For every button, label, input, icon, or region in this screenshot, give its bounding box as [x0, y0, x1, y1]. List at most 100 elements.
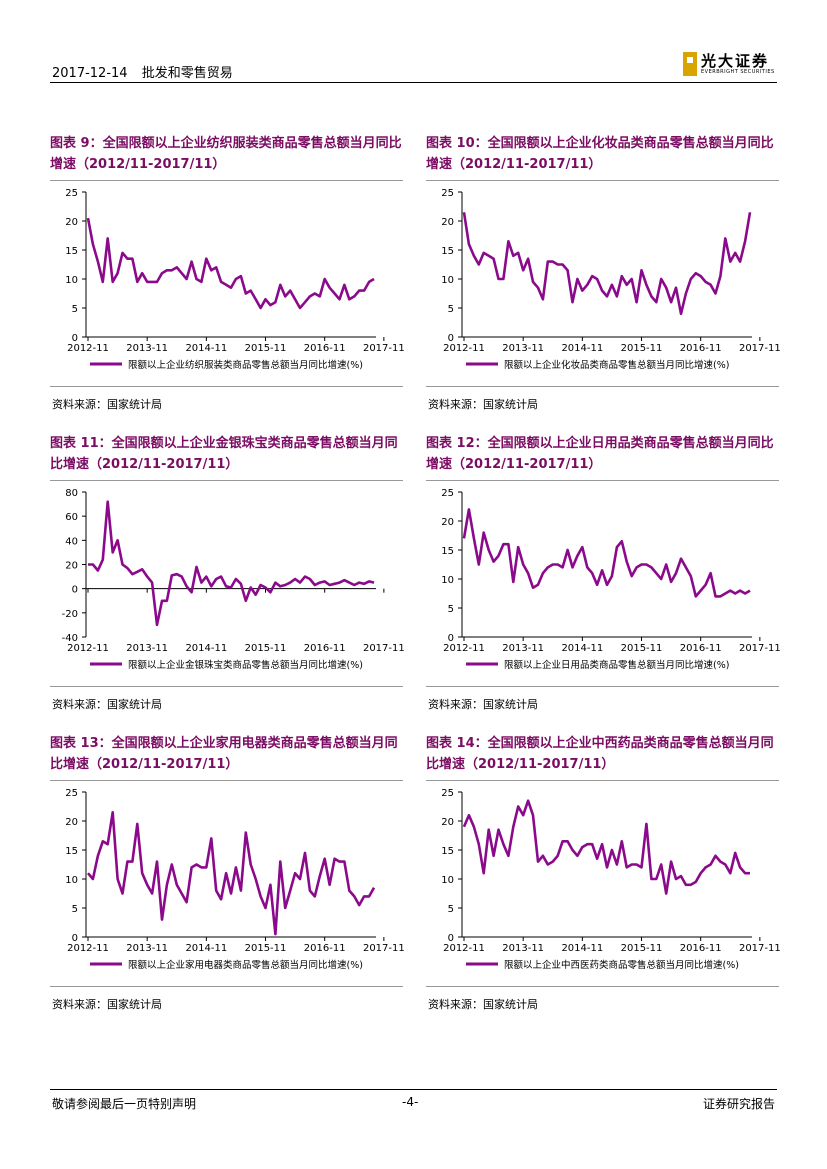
x-tick-label: 2013-11 [126, 643, 168, 654]
footer-report-type: 证券研究报告 [702, 1097, 775, 1111]
chart-bottom-rule [426, 686, 779, 687]
y-tick-label: 15 [441, 246, 454, 257]
legend-label: 限额以上企业金银珠宝类商品零售总额当月同比增速(%) [128, 659, 363, 671]
chart-top-rule [50, 480, 403, 481]
logo-cn: 光大证券 [701, 52, 770, 70]
source-note: 资料来源：国家统计局 [52, 698, 162, 711]
x-tick-label: 2014-11 [185, 943, 227, 954]
x-tick-label: 2015-11 [621, 343, 663, 354]
chart-title: 图表 12：全国限额以上企业日用品类商品零售总额当月同比增速（2012/11-2… [426, 436, 774, 472]
y-tick-label: 15 [65, 246, 78, 257]
x-tick-label: 2015-11 [245, 343, 287, 354]
footer-divider [50, 1089, 777, 1090]
x-tick-label: 2013-11 [126, 943, 168, 954]
series-line [88, 500, 375, 627]
header-divider [50, 82, 777, 83]
y-tick-label: 25 [65, 788, 78, 799]
chart-top-rule [426, 780, 779, 781]
x-tick-label: 2017-11 [739, 943, 781, 954]
report-header: 2017-12-14 批发和零售贸易 [52, 62, 243, 81]
y-tick-label: 10 [441, 575, 454, 586]
page-number: -4- [402, 1095, 419, 1109]
chart-panel-10: 图表 10：全国限额以上企业化妆品类商品零售总额当月同比增速（2012/11-2… [426, 133, 781, 413]
y-tick-label: 5 [448, 304, 454, 315]
chart-title: 图表 14：全国限额以上企业中西药品类商品零售总额当月同比增速（2012/11-… [426, 736, 774, 772]
x-tick-label: 2015-11 [621, 943, 663, 954]
x-tick-label: 2014-11 [561, 343, 603, 354]
y-tick-label: -40 [62, 633, 78, 644]
x-tick-label: 2016-11 [304, 943, 346, 954]
y-tick-label: 15 [65, 846, 78, 857]
chart-title: 图表 13：全国限额以上企业家用电器类商品零售总额当月同比增速（2012/11-… [50, 736, 398, 772]
chart-title: 图表 11：全国限额以上企业金银珠宝类商品零售总额当月同比增速（2012/11-… [50, 436, 398, 472]
chart-panel-9: 图表 9：全国限额以上企业纺织服装类商品零售总额当月同比增速（2012/11-2… [50, 133, 405, 413]
y-tick-label: 10 [441, 875, 454, 886]
legend-label: 限额以上企业家用电器类商品零售总额当月同比增速(%) [128, 959, 363, 971]
y-tick-label: 25 [441, 488, 454, 499]
x-tick-label: 2013-11 [126, 343, 168, 354]
y-tick-label: 0 [448, 933, 454, 944]
y-tick-label: 25 [65, 188, 78, 199]
chart-panel-13: 图表 13：全国限额以上企业家用电器类商品零售总额当月同比增速（2012/11-… [50, 733, 405, 1013]
x-tick-label: 2012-11 [67, 943, 109, 954]
y-tick-label: 10 [65, 875, 78, 886]
x-tick-label: 2013-11 [502, 343, 544, 354]
y-tick-label: 0 [448, 333, 454, 344]
chart-panel-11: 图表 11：全国限额以上企业金银珠宝类商品零售总额当月同比增速（2012/11-… [50, 433, 405, 713]
y-tick-label: 15 [441, 546, 454, 557]
legend-label: 限额以上企业纺织服装类商品零售总额当月同比增速(%) [128, 359, 363, 371]
y-tick-label: 5 [448, 904, 454, 915]
x-tick-label: 2012-11 [443, 643, 485, 654]
x-tick-label: 2014-11 [185, 643, 227, 654]
x-tick-label: 2017-11 [739, 643, 781, 654]
y-tick-label: 20 [65, 217, 78, 228]
legend-label: 限额以上企业中西医药类商品零售总额当月同比增速(%) [504, 959, 739, 971]
y-tick-label: 0 [448, 633, 454, 644]
chart-top-rule [50, 180, 403, 181]
line-chart: 0 5 10 15 20 25 2012-11 2013-11 2014-11 2015-11 20… [441, 788, 781, 971]
x-tick-label: 2015-11 [245, 643, 287, 654]
x-tick-label: 2017-11 [363, 943, 405, 954]
y-tick-label: 80 [65, 488, 78, 499]
chart-panel-14: 图表 14：全国限额以上企业中西药品类商品零售总额当月同比增速（2012/11-… [426, 733, 781, 1013]
x-tick-label: 2017-11 [363, 643, 405, 654]
y-tick-label: 25 [441, 188, 454, 199]
y-tick-label: -20 [62, 609, 78, 620]
y-tick-label: 0 [72, 585, 78, 596]
chart-title: 图表 9：全国限额以上企业纺织服装类商品零售总额当月同比增速（2012/11-2… [50, 136, 402, 172]
footer-disclaimer: 敬请参阅最后一页特别声明 [52, 1097, 197, 1111]
series-line [86, 217, 375, 310]
line-chart: 0 5 10 15 20 25 2012-11 2013-11 2014-11 2015-11 20… [65, 788, 405, 971]
series-line [87, 811, 376, 936]
y-tick-label: 60 [65, 512, 78, 523]
x-tick-label: 2015-11 [621, 643, 663, 654]
y-tick-label: 5 [448, 604, 454, 615]
report-date: 2017-12-14 [52, 66, 128, 81]
x-tick-label: 2013-11 [502, 943, 544, 954]
series-line [462, 508, 751, 598]
x-tick-label: 2016-11 [680, 943, 722, 954]
x-tick-label: 2014-11 [561, 643, 603, 654]
x-tick-label: 2012-11 [67, 643, 109, 654]
y-tick-label: 5 [72, 304, 78, 315]
x-tick-label: 2014-11 [185, 343, 227, 354]
y-tick-label: 25 [441, 788, 454, 799]
source-note: 资料来源：国家统计局 [428, 398, 538, 411]
x-tick-label: 2016-11 [304, 343, 346, 354]
x-tick-label: 2012-11 [443, 343, 485, 354]
source-note: 资料来源：国家统计局 [428, 698, 538, 711]
chart-top-rule [426, 180, 779, 181]
source-note: 资料来源：国家统计局 [428, 998, 538, 1011]
line-chart: 0 5 10 15 20 25 2012-11 2013-11 2014-11 2015-11 20… [441, 188, 780, 371]
chart-bottom-rule [50, 986, 403, 987]
y-tick-label: 5 [72, 904, 78, 915]
y-tick-label: 15 [441, 846, 454, 857]
y-tick-label: 40 [65, 536, 78, 547]
x-tick-label: 2014-11 [561, 943, 603, 954]
x-tick-label: 2013-11 [502, 643, 544, 654]
y-tick-label: 20 [65, 817, 78, 828]
y-tick-label: 0 [72, 333, 78, 344]
y-tick-label: 20 [65, 561, 78, 572]
y-tick-label: 10 [441, 275, 454, 286]
chart-bottom-rule [426, 386, 779, 387]
